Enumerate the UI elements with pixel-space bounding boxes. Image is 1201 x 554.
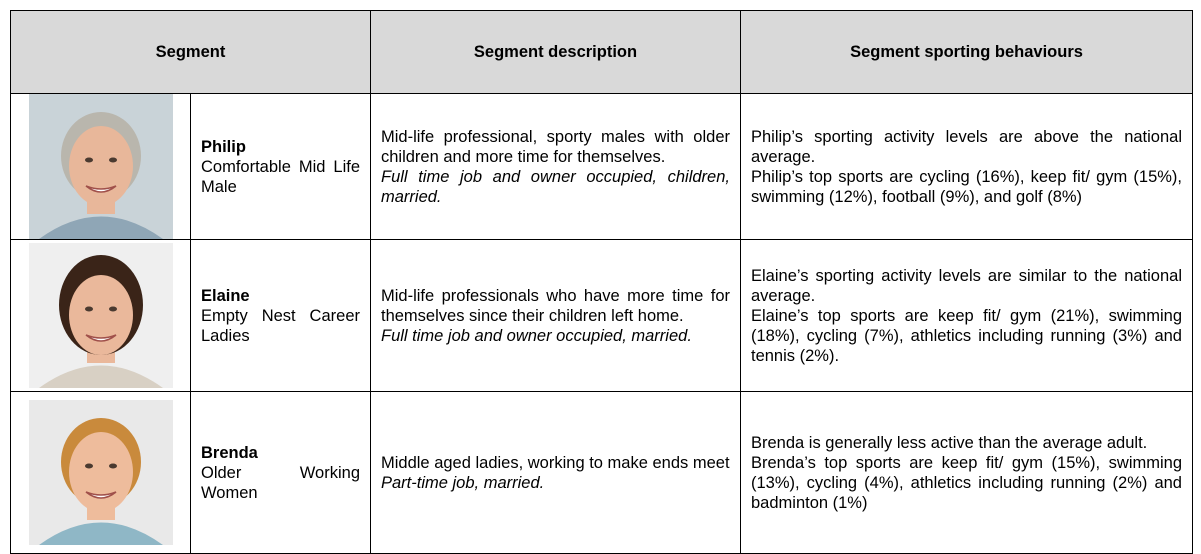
portrait [28, 400, 173, 545]
segment-name: Brenda [201, 443, 258, 462]
behaviour-cell: Elaine’s sporting activity levels are si… [740, 239, 1193, 392]
description: Mid-life professional, sporty males with… [381, 127, 730, 166]
segment-name: Elaine [201, 286, 250, 305]
header-row: Segment Segment description Segment spor… [10, 10, 1193, 94]
portrait [28, 94, 173, 239]
behaviour-cell: Philip’s sporting activity levels are ab… [740, 93, 1193, 240]
segment-row: Philip Comfortable Mid Life Male Mid-life … [10, 93, 1193, 240]
photo-cell [10, 93, 191, 240]
description: Mid-life professionals who have more tim… [381, 286, 730, 325]
top-sports: Philip’s top sports are cycling (16%), k… [751, 167, 1182, 206]
segment-label: Older Working Women [201, 463, 360, 502]
activity-level: Brenda is generally less active than the… [751, 433, 1148, 452]
segment-table: Segment Segment description Segment spor… [10, 10, 1193, 554]
segment-label: Comfortable Mid Life Male [201, 157, 360, 196]
segment-cell: Brenda Older Working Women [190, 391, 371, 554]
segment-row: Brenda Older Working Women Middle aged lad… [10, 391, 1193, 554]
header-cell: Segment [10, 10, 371, 94]
description-cell: Middle aged ladies, working to make ends… [370, 391, 741, 554]
photo-cell [10, 239, 191, 392]
activity-level: Philip’s sporting activity levels are ab… [751, 127, 1182, 166]
segment-label: Empty Nest Career Ladies [201, 306, 360, 345]
top-sports: Brenda’s top sports are keep fit/ gym (1… [751, 453, 1182, 512]
behaviour-cell: Brenda is generally less active than the… [740, 391, 1193, 554]
segment-cell: Philip Comfortable Mid Life Male [190, 93, 371, 240]
photo-cell [10, 391, 191, 554]
description: Middle aged ladies, working to make ends… [381, 453, 730, 472]
segment-row: Elaine Empty Nest Career Ladies Mid-life p… [10, 239, 1193, 392]
details: Full time job and owner occupied, childr… [381, 167, 730, 206]
details: Full time job and owner occupied, marrie… [381, 326, 692, 345]
description-cell: Mid-life professionals who have more tim… [370, 239, 741, 392]
description-cell: Mid-life professional, sporty males with… [370, 93, 741, 240]
details: Part-time job, married. [381, 473, 545, 492]
top-sports: Elaine’s top sports are keep fit/ gym (2… [751, 306, 1182, 365]
portrait [28, 243, 173, 388]
activity-level: Elaine’s sporting activity levels are si… [751, 266, 1182, 305]
segment-cell: Elaine Empty Nest Career Ladies [190, 239, 371, 392]
header-cell: Segment sporting behaviours [740, 10, 1193, 94]
header-cell: Segment description [370, 10, 741, 94]
segment-name: Philip [201, 137, 246, 156]
